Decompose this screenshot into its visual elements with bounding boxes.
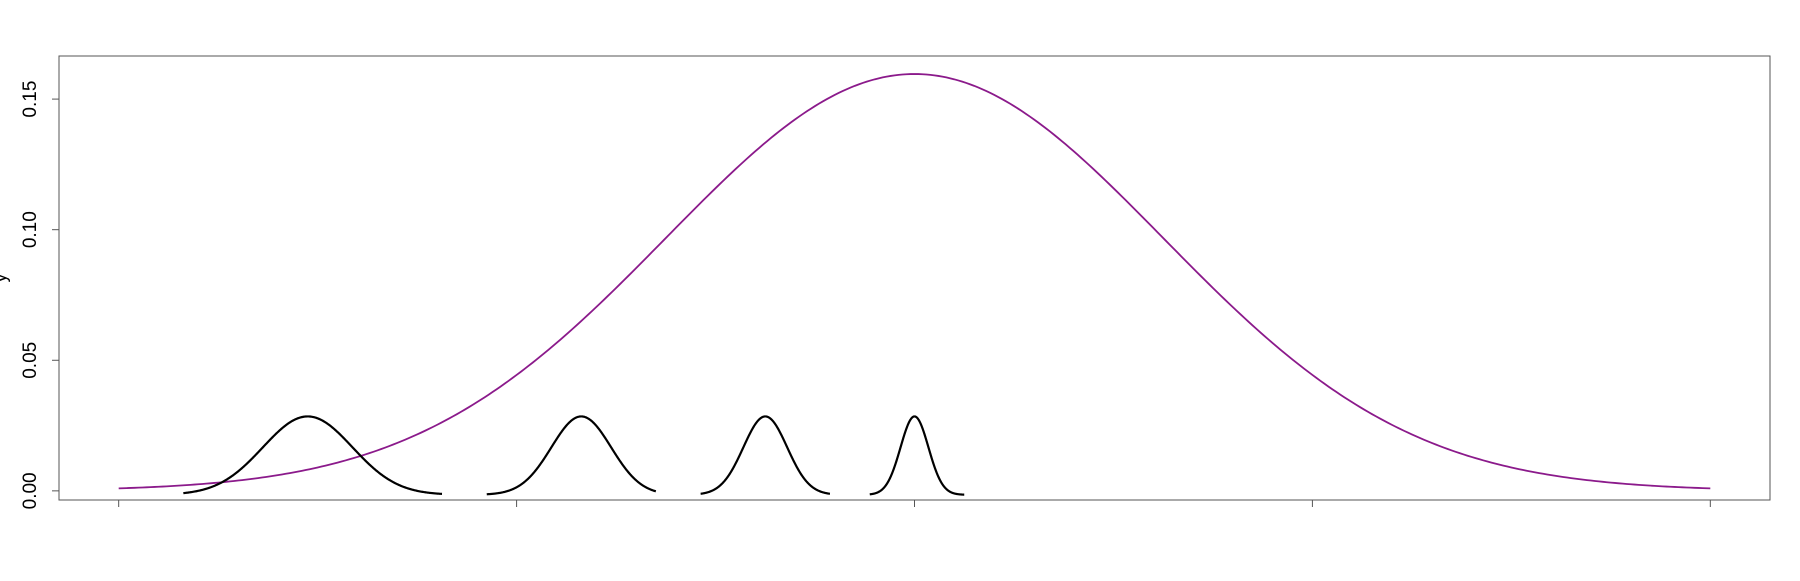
series-1-line bbox=[183, 415, 443, 496]
series-0-line bbox=[118, 73, 1711, 490]
series-3-line bbox=[700, 415, 831, 495]
curves-layer bbox=[118, 73, 1711, 496]
x-axis bbox=[118, 500, 1711, 507]
y-tick-label-1: 0.05 bbox=[20, 342, 41, 379]
y-tick-label-3: 0.15 bbox=[20, 81, 41, 118]
y-axis-label: y bbox=[0, 274, 10, 283]
series-4-line bbox=[869, 415, 965, 496]
plot-frame bbox=[58, 55, 1771, 501]
series-2-line bbox=[486, 415, 657, 496]
y-axis: 0.00 0.05 0.10 0.15 bbox=[20, 81, 59, 509]
y-tick-label-0: 0.00 bbox=[20, 472, 41, 509]
y-tick-label-2: 0.10 bbox=[20, 211, 41, 248]
